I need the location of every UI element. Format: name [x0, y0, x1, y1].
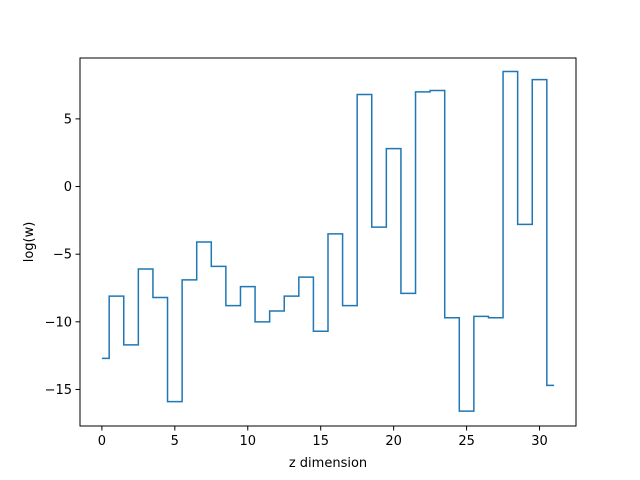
x-tick-label: 25 [458, 434, 475, 449]
x-tick-label: 30 [531, 434, 548, 449]
x-tick-label: 5 [171, 434, 179, 449]
series-line-0 [101, 70, 555, 412]
y-axis-label: log(w) [22, 222, 37, 263]
y-tick-label: −10 [45, 315, 72, 330]
plot-area [101, 70, 555, 412]
x-tick-label: 20 [385, 434, 402, 449]
y-tick-label: −5 [53, 248, 72, 263]
y-tick-label: 0 [64, 180, 72, 195]
y-tick-label: 5 [64, 112, 72, 127]
axes-frame [79, 57, 577, 427]
x-tick-label: 15 [312, 434, 329, 449]
x-axis-label: z dimension [289, 456, 367, 471]
x-tick-label: 10 [239, 434, 256, 449]
y-axis-ticks: −15 −10 −5 0 5 [45, 112, 80, 398]
y-tick-label: −15 [45, 383, 72, 398]
x-axis-ticks: 0 5 10 15 20 25 30 [98, 426, 548, 449]
x-tick-label: 0 [98, 434, 106, 449]
